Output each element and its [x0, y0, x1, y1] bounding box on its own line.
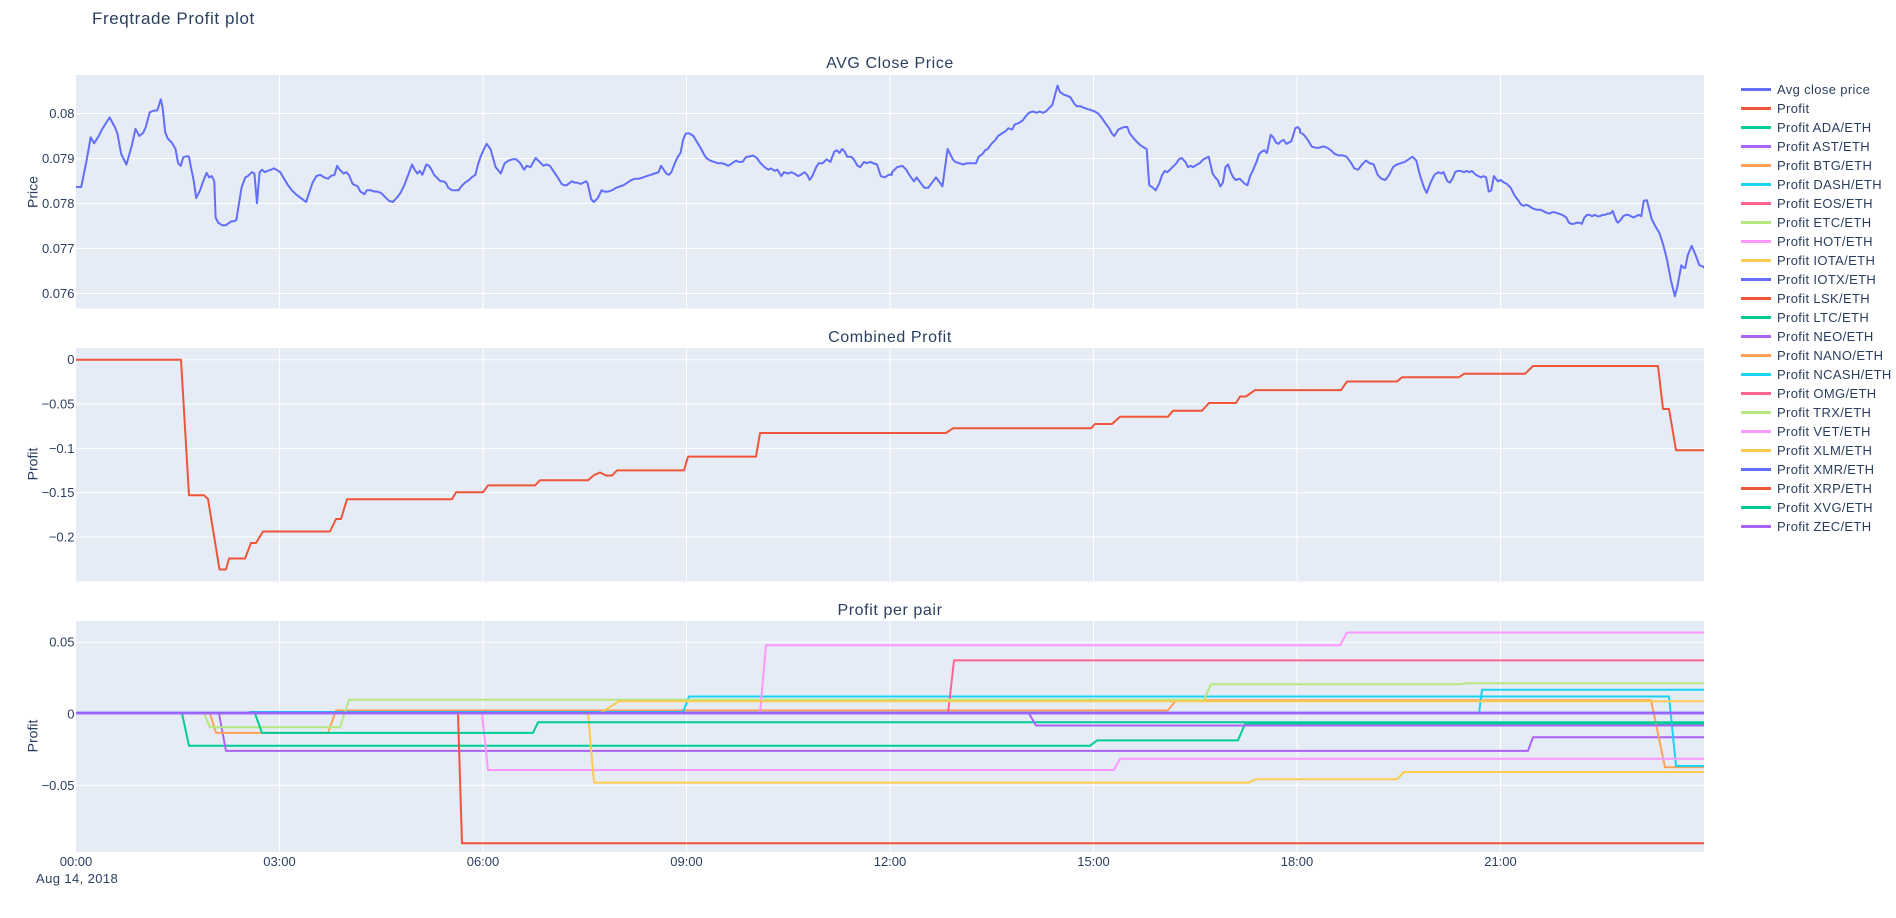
svg-text:Profit NANO/ETH: Profit NANO/ETH — [1777, 348, 1883, 363]
svg-text:Price: Price — [25, 176, 41, 208]
svg-text:Profit LSK/ETH: Profit LSK/ETH — [1777, 291, 1870, 306]
svg-text:Profit ETC/ETH: Profit ETC/ETH — [1777, 215, 1871, 230]
svg-text:Profit per pair: Profit per pair — [837, 602, 942, 619]
svg-text:Profit: Profit — [1777, 101, 1809, 116]
svg-text:Profit: Profit — [25, 448, 41, 481]
svg-text:0.05: 0.05 — [49, 635, 74, 650]
svg-text:Freqtrade Profit plot: Freqtrade Profit plot — [92, 9, 255, 28]
svg-text:Profit NEO/ETH: Profit NEO/ETH — [1777, 329, 1874, 344]
svg-text:−0.05: −0.05 — [42, 397, 75, 412]
svg-text:−0.05: −0.05 — [42, 778, 75, 793]
svg-text:0.077: 0.077 — [42, 241, 75, 256]
svg-text:Profit IOTA/ETH: Profit IOTA/ETH — [1777, 253, 1875, 268]
svg-text:Profit ADA/ETH: Profit ADA/ETH — [1777, 120, 1871, 135]
svg-text:Profit AST/ETH: Profit AST/ETH — [1777, 139, 1870, 154]
svg-text:−0.1: −0.1 — [49, 441, 75, 456]
svg-text:Profit XRP/ETH: Profit XRP/ETH — [1777, 481, 1872, 496]
svg-text:09:00: 09:00 — [670, 854, 703, 869]
svg-text:Avg close price: Avg close price — [1777, 82, 1870, 97]
svg-text:Profit DASH/ETH: Profit DASH/ETH — [1777, 177, 1882, 192]
svg-text:Profit ZEC/ETH: Profit ZEC/ETH — [1777, 519, 1871, 534]
svg-text:Profit XMR/ETH: Profit XMR/ETH — [1777, 462, 1874, 477]
svg-text:Profit XVG/ETH: Profit XVG/ETH — [1777, 500, 1873, 515]
svg-text:0: 0 — [67, 352, 74, 367]
svg-text:Profit BTG/ETH: Profit BTG/ETH — [1777, 158, 1872, 173]
svg-text:0.076: 0.076 — [42, 286, 75, 301]
svg-text:0.078: 0.078 — [42, 196, 75, 211]
svg-text:AVG Close Price: AVG Close Price — [826, 55, 954, 72]
svg-text:0.079: 0.079 — [42, 151, 75, 166]
svg-text:Profit OMG/ETH: Profit OMG/ETH — [1777, 386, 1877, 401]
svg-text:Profit EOS/ETH: Profit EOS/ETH — [1777, 196, 1873, 211]
svg-text:Profit XLM/ETH: Profit XLM/ETH — [1777, 443, 1872, 458]
svg-text:Profit: Profit — [25, 720, 41, 753]
svg-text:−0.15: −0.15 — [42, 485, 75, 500]
svg-text:06:00: 06:00 — [467, 854, 500, 869]
svg-text:Profit LTC/ETH: Profit LTC/ETH — [1777, 310, 1869, 325]
svg-text:Profit NCASH/ETH: Profit NCASH/ETH — [1777, 367, 1892, 382]
svg-text:00:00: 00:00 — [60, 854, 93, 869]
svg-text:12:00: 12:00 — [874, 854, 907, 869]
svg-text:18:00: 18:00 — [1281, 854, 1314, 869]
svg-text:0.08: 0.08 — [49, 106, 74, 121]
svg-text:Combined Profit: Combined Profit — [828, 329, 952, 346]
svg-text:0: 0 — [67, 706, 74, 721]
svg-text:Profit TRX/ETH: Profit TRX/ETH — [1777, 405, 1871, 420]
svg-text:03:00: 03:00 — [263, 854, 296, 869]
svg-text:Profit IOTX/ETH: Profit IOTX/ETH — [1777, 272, 1876, 287]
svg-text:Profit VET/ETH: Profit VET/ETH — [1777, 424, 1871, 439]
svg-text:15:00: 15:00 — [1077, 854, 1110, 869]
svg-text:Aug 14, 2018: Aug 14, 2018 — [36, 871, 118, 886]
svg-text:Profit HOT/ETH: Profit HOT/ETH — [1777, 234, 1873, 249]
svg-text:−0.2: −0.2 — [49, 530, 75, 545]
svg-text:21:00: 21:00 — [1484, 854, 1517, 869]
